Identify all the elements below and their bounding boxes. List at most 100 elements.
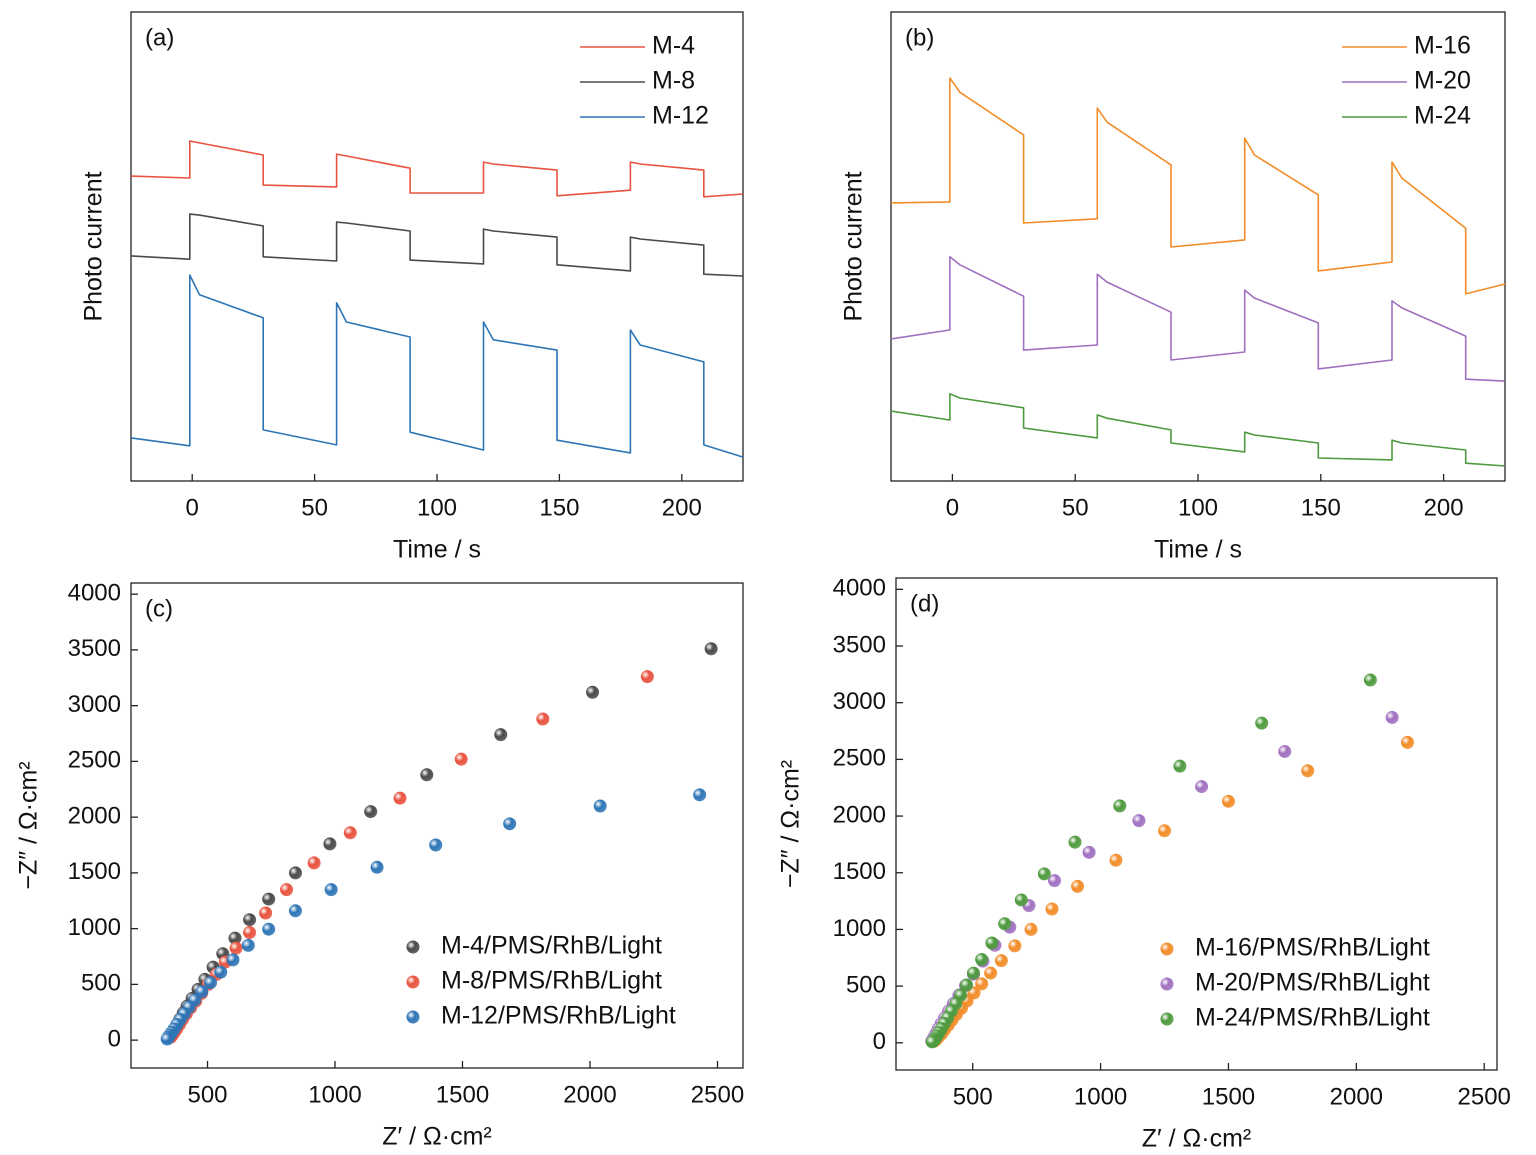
legend-swatch xyxy=(1160,942,1174,956)
scatter-point xyxy=(393,791,407,805)
series-line xyxy=(890,77,1506,295)
y-tick-label: 2000 xyxy=(68,802,121,829)
scatter-point xyxy=(925,1035,939,1049)
legend-label: M-8 xyxy=(652,67,695,95)
x-tick-label: 500 xyxy=(953,1083,993,1110)
x-tick-label: 500 xyxy=(187,1081,227,1108)
legend-swatch xyxy=(406,975,420,989)
scatter-point xyxy=(214,965,228,979)
scatter-point xyxy=(364,805,378,819)
scatter-point xyxy=(1363,673,1377,687)
plot-frame xyxy=(895,577,1498,1071)
x-tick-label: 150 xyxy=(1301,494,1341,521)
legend-swatch xyxy=(406,940,420,954)
panel-title: (c) xyxy=(145,595,173,622)
x-tick-label: 100 xyxy=(417,494,457,521)
y-tick-label: 1500 xyxy=(833,858,886,885)
y-axis-label: −Z″ / Ω·cm² xyxy=(15,761,43,889)
series-line xyxy=(130,213,744,277)
x-tick-label: 100 xyxy=(1178,494,1218,521)
x-tick-label: 50 xyxy=(1062,494,1089,521)
x-tick-label: 200 xyxy=(662,494,702,521)
legend-label: M-20 xyxy=(1414,67,1471,95)
legend-swatch xyxy=(1160,1012,1174,1026)
panel-title: (d) xyxy=(910,590,939,617)
x-tick-label: 1500 xyxy=(1202,1083,1255,1110)
scatter-point xyxy=(593,799,607,813)
x-tick-label: 200 xyxy=(1424,494,1464,521)
scatter-point xyxy=(1071,879,1085,893)
scatter-point xyxy=(984,966,998,980)
scatter-point xyxy=(1158,824,1172,838)
scatter-point xyxy=(1221,794,1235,808)
x-tick-label: 1000 xyxy=(308,1081,361,1108)
scatter-point xyxy=(998,917,1012,931)
panel: (a) 0 50 100 150 200 Time / s Photo current M-4 M… xyxy=(80,11,744,564)
scatter-point xyxy=(1082,845,1096,859)
x-axis-label: Time / s xyxy=(1154,536,1242,564)
scatter-point xyxy=(1301,764,1315,778)
scatter-point xyxy=(262,922,276,936)
x-tick-label: 1000 xyxy=(1074,1083,1127,1110)
panel: (d) 500 1000 1500 2000 2500 0 500 1000 1500 2000 25… xyxy=(777,575,1511,1153)
scatter-point xyxy=(1068,835,1082,849)
y-tick-label: 1000 xyxy=(833,915,886,942)
y-tick-label: 3500 xyxy=(68,635,121,662)
scatter-point xyxy=(960,978,974,992)
x-axis-label: Time / s xyxy=(393,536,481,564)
x-tick-label: 2000 xyxy=(1330,1083,1383,1110)
panel-title: (b) xyxy=(905,24,934,51)
plot-frame xyxy=(890,11,1506,482)
series-line xyxy=(130,274,744,458)
scatter-point xyxy=(1109,853,1123,867)
scatter-point xyxy=(228,931,242,945)
panel-title: (a) xyxy=(145,24,174,51)
legend-label: M-12/PMS/RhB/Light xyxy=(441,1002,676,1030)
legend-swatch xyxy=(406,1010,420,1024)
panel: (c) 500 1000 1500 2000 2500 0 500 1000 1500 2000 25… xyxy=(15,579,745,1150)
scatter-point xyxy=(1385,710,1399,724)
scatter-point xyxy=(288,904,302,918)
scatter-point xyxy=(343,826,357,840)
y-axis-label: −Z″ / Ω·cm² xyxy=(777,760,805,888)
scatter-point xyxy=(280,883,294,897)
scatter-point xyxy=(370,860,384,874)
scatter-point xyxy=(323,837,337,851)
y-tick-label: 2500 xyxy=(68,747,121,774)
x-tick-label: 50 xyxy=(301,494,328,521)
y-tick-label: 2000 xyxy=(833,801,886,828)
y-axis-label: Photo current xyxy=(840,171,868,321)
y-tick-label: 2500 xyxy=(833,745,886,772)
x-tick-label: 0 xyxy=(946,494,959,521)
scatter-point xyxy=(204,976,218,990)
scatter-point xyxy=(1045,902,1059,916)
series-line xyxy=(130,140,744,198)
scatter-point xyxy=(226,953,240,967)
scatter-point xyxy=(494,728,508,742)
scatter-point xyxy=(288,866,302,880)
scatter-point xyxy=(503,817,517,831)
x-tick-label: 0 xyxy=(186,494,199,521)
y-tick-label: 4000 xyxy=(833,575,886,602)
legend-label: M-24 xyxy=(1414,102,1471,130)
scatter-point xyxy=(454,752,468,766)
legend-label: M-16 xyxy=(1414,32,1471,60)
scatter-point xyxy=(586,685,600,699)
legend-label: M-4/PMS/RhB/Light xyxy=(441,932,662,960)
scatter-point xyxy=(160,1032,174,1046)
y-tick-label: 500 xyxy=(846,971,886,998)
scatter-point xyxy=(1008,939,1022,953)
scatter-point xyxy=(241,938,255,952)
legend-label: M-8/PMS/RhB/Light xyxy=(441,967,662,995)
scatter-point xyxy=(975,952,989,966)
y-axis-label: Photo current xyxy=(80,171,108,321)
series-line xyxy=(890,393,1506,467)
legend-label: M-16/PMS/RhB/Light xyxy=(1195,934,1430,962)
legend-label: M-12 xyxy=(652,102,709,130)
scatter-point xyxy=(975,977,989,991)
scatter-point xyxy=(307,856,321,870)
scatter-point xyxy=(1048,874,1062,888)
y-tick-label: 3000 xyxy=(833,688,886,715)
legend-swatch xyxy=(1160,977,1174,991)
